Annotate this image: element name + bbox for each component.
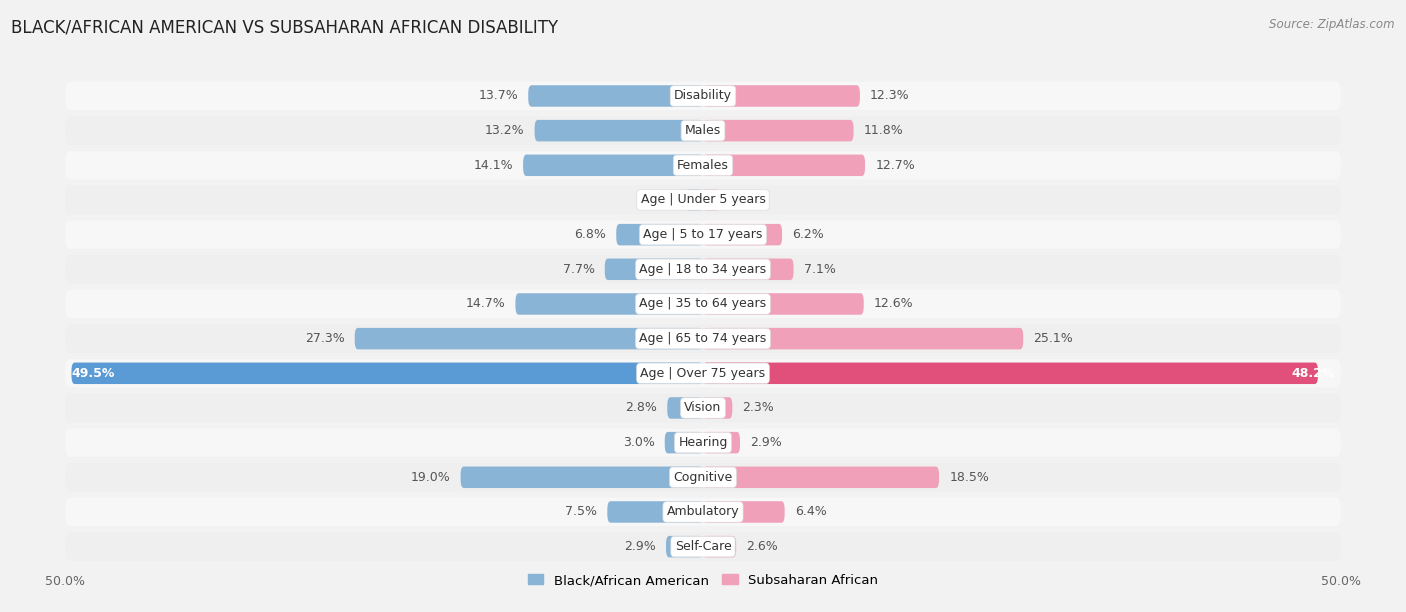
Legend: Black/African American, Subsaharan African: Black/African American, Subsaharan Afric… <box>522 569 884 592</box>
FancyBboxPatch shape <box>685 189 703 211</box>
Text: 19.0%: 19.0% <box>411 471 450 484</box>
Text: 2.8%: 2.8% <box>626 401 657 414</box>
FancyBboxPatch shape <box>703 536 737 558</box>
FancyBboxPatch shape <box>616 224 703 245</box>
Text: Age | 65 to 74 years: Age | 65 to 74 years <box>640 332 766 345</box>
FancyBboxPatch shape <box>65 463 1341 491</box>
Text: Males: Males <box>685 124 721 137</box>
FancyBboxPatch shape <box>65 359 1341 387</box>
Text: 27.3%: 27.3% <box>305 332 344 345</box>
FancyBboxPatch shape <box>65 151 1341 179</box>
FancyBboxPatch shape <box>65 255 1341 283</box>
Text: Age | 18 to 34 years: Age | 18 to 34 years <box>640 263 766 276</box>
Text: 1.3%: 1.3% <box>730 193 762 206</box>
FancyBboxPatch shape <box>703 155 865 176</box>
Text: Cognitive: Cognitive <box>673 471 733 484</box>
Text: Self-Care: Self-Care <box>675 540 731 553</box>
Text: 7.5%: 7.5% <box>565 506 598 518</box>
Text: 7.1%: 7.1% <box>804 263 835 276</box>
FancyBboxPatch shape <box>65 116 1341 145</box>
FancyBboxPatch shape <box>523 155 703 176</box>
Text: 14.1%: 14.1% <box>474 159 513 172</box>
FancyBboxPatch shape <box>703 120 853 141</box>
Text: 13.2%: 13.2% <box>485 124 524 137</box>
FancyBboxPatch shape <box>665 432 703 453</box>
Text: 12.7%: 12.7% <box>875 159 915 172</box>
FancyBboxPatch shape <box>703 189 720 211</box>
FancyBboxPatch shape <box>354 328 703 349</box>
FancyBboxPatch shape <box>607 501 703 523</box>
Text: Vision: Vision <box>685 401 721 414</box>
FancyBboxPatch shape <box>65 428 1341 457</box>
FancyBboxPatch shape <box>666 536 703 558</box>
FancyBboxPatch shape <box>461 466 703 488</box>
FancyBboxPatch shape <box>529 85 703 106</box>
Text: Source: ZipAtlas.com: Source: ZipAtlas.com <box>1270 18 1395 31</box>
Text: 48.2%: 48.2% <box>1291 367 1334 380</box>
FancyBboxPatch shape <box>65 289 1341 318</box>
Text: Disability: Disability <box>673 89 733 102</box>
Text: 18.5%: 18.5% <box>949 471 988 484</box>
FancyBboxPatch shape <box>703 466 939 488</box>
FancyBboxPatch shape <box>65 394 1341 422</box>
FancyBboxPatch shape <box>65 186 1341 214</box>
FancyBboxPatch shape <box>605 258 703 280</box>
Text: 2.9%: 2.9% <box>624 540 655 553</box>
Text: 6.8%: 6.8% <box>574 228 606 241</box>
Text: 7.7%: 7.7% <box>562 263 595 276</box>
Text: 1.4%: 1.4% <box>643 193 675 206</box>
FancyBboxPatch shape <box>703 432 740 453</box>
Text: BLACK/AFRICAN AMERICAN VS SUBSAHARAN AFRICAN DISABILITY: BLACK/AFRICAN AMERICAN VS SUBSAHARAN AFR… <box>11 18 558 36</box>
Text: 6.4%: 6.4% <box>794 506 827 518</box>
FancyBboxPatch shape <box>65 324 1341 353</box>
FancyBboxPatch shape <box>703 224 782 245</box>
Text: Females: Females <box>678 159 728 172</box>
FancyBboxPatch shape <box>65 532 1341 561</box>
Text: 2.3%: 2.3% <box>742 401 775 414</box>
Text: 11.8%: 11.8% <box>863 124 904 137</box>
Text: Age | 5 to 17 years: Age | 5 to 17 years <box>644 228 762 241</box>
Text: 6.2%: 6.2% <box>793 228 824 241</box>
Text: 13.7%: 13.7% <box>478 89 517 102</box>
FancyBboxPatch shape <box>703 258 793 280</box>
FancyBboxPatch shape <box>516 293 703 315</box>
FancyBboxPatch shape <box>65 82 1341 110</box>
FancyBboxPatch shape <box>703 362 1317 384</box>
FancyBboxPatch shape <box>703 328 1024 349</box>
Text: 49.5%: 49.5% <box>72 367 115 380</box>
Text: Ambulatory: Ambulatory <box>666 506 740 518</box>
FancyBboxPatch shape <box>703 501 785 523</box>
FancyBboxPatch shape <box>668 397 703 419</box>
Text: 2.6%: 2.6% <box>747 540 778 553</box>
FancyBboxPatch shape <box>65 220 1341 249</box>
Text: Age | Under 5 years: Age | Under 5 years <box>641 193 765 206</box>
FancyBboxPatch shape <box>65 498 1341 526</box>
Text: Age | Over 75 years: Age | Over 75 years <box>641 367 765 380</box>
FancyBboxPatch shape <box>534 120 703 141</box>
FancyBboxPatch shape <box>703 397 733 419</box>
FancyBboxPatch shape <box>703 85 860 106</box>
Text: Hearing: Hearing <box>678 436 728 449</box>
Text: 12.6%: 12.6% <box>875 297 914 310</box>
Text: Age | 35 to 64 years: Age | 35 to 64 years <box>640 297 766 310</box>
Text: 3.0%: 3.0% <box>623 436 655 449</box>
Text: 14.7%: 14.7% <box>465 297 505 310</box>
Text: 25.1%: 25.1% <box>1033 332 1073 345</box>
FancyBboxPatch shape <box>72 362 703 384</box>
Text: 2.9%: 2.9% <box>751 436 782 449</box>
FancyBboxPatch shape <box>703 293 863 315</box>
Text: 12.3%: 12.3% <box>870 89 910 102</box>
